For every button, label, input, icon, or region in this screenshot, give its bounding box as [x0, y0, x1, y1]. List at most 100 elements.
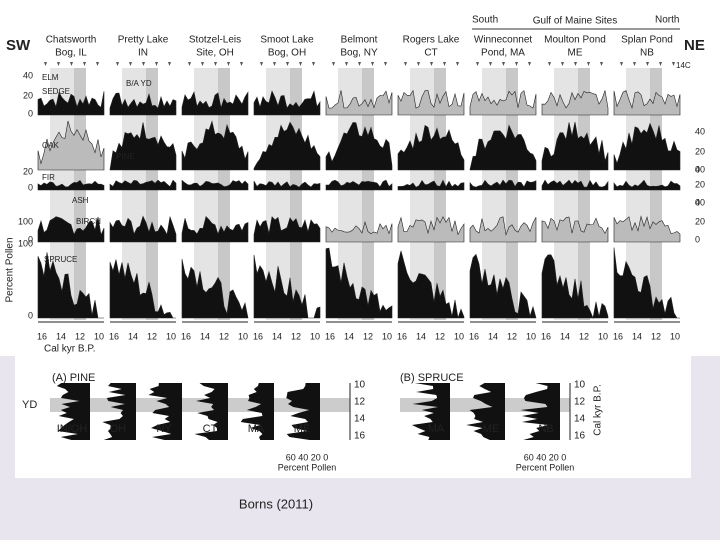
site-b: NB	[538, 423, 553, 435]
yd-label: YD	[22, 399, 37, 411]
marker	[332, 62, 335, 66]
north-label: North	[655, 15, 679, 26]
yd-shade	[146, 68, 158, 320]
profile	[240, 383, 274, 440]
x-tick-label: 12	[291, 331, 301, 341]
site-name: Moulton Pond	[544, 35, 606, 46]
pollen-curve	[253, 254, 321, 319]
left-tick: 40	[23, 70, 33, 80]
age-tick: 10	[574, 380, 586, 391]
x-tick-label: 10	[310, 331, 320, 341]
pollen-curve	[541, 254, 609, 320]
pollen-curve	[109, 179, 177, 191]
x-tick-label: 14	[200, 331, 210, 341]
pollen-curve	[325, 122, 393, 171]
site-name: Rogers Lake	[403, 35, 460, 46]
site-a: IN/OH	[57, 423, 88, 435]
site-a: ME	[294, 423, 311, 435]
figure-bottom-bg	[15, 356, 691, 478]
marker	[168, 62, 171, 66]
site-a: MA	[248, 423, 265, 435]
marker	[129, 62, 132, 66]
x-tick-label: 16	[181, 331, 191, 341]
profile	[466, 383, 505, 440]
pollen-curve	[469, 124, 537, 171]
left-tick: 0	[28, 234, 33, 244]
taxon-label: SPRUCE	[44, 255, 77, 264]
taxon-label: FIR	[42, 173, 55, 182]
right-tick: 20	[695, 216, 705, 226]
pollen-curve	[253, 90, 321, 116]
taxon-label: OAK	[42, 141, 60, 150]
pollen-curve	[397, 89, 465, 116]
taxon-label: ASH	[72, 196, 89, 205]
marker	[214, 62, 217, 66]
pollen-curve	[397, 179, 465, 191]
pollen-curve	[325, 90, 393, 116]
site-name: Belmont	[341, 35, 378, 46]
site-loc: NB	[640, 48, 654, 59]
pollen-curve	[397, 250, 465, 319]
right-tick: 0	[695, 234, 700, 244]
pollen-curve	[37, 216, 105, 243]
x-tick-label: 10	[166, 331, 176, 341]
site-loc: ME	[568, 48, 583, 59]
right-tick: 40	[695, 197, 705, 207]
site-a: OH	[110, 423, 127, 435]
pollen-curve	[109, 215, 177, 243]
site-name: Splan Pond	[621, 35, 673, 46]
pollen-curve	[469, 179, 537, 191]
site-name: Smoot Lake	[260, 35, 314, 46]
x-tick-label: 16	[541, 331, 551, 341]
x-tick-label: 14	[416, 331, 426, 341]
site-a: CT	[203, 423, 218, 435]
x-tick-label: 10	[598, 331, 608, 341]
site-loc: IN	[138, 48, 148, 59]
profile	[194, 383, 228, 440]
marker	[456, 62, 459, 66]
profile	[56, 383, 90, 440]
marker	[384, 62, 387, 66]
marker	[515, 62, 518, 66]
pct-label-a: Percent Pollen	[278, 462, 337, 472]
age-tick: 10	[354, 380, 366, 391]
age-tick: 16	[354, 431, 366, 442]
x-tick-label: 12	[579, 331, 589, 341]
pollen-curve	[613, 215, 681, 243]
left-tick: 20	[23, 166, 33, 176]
marker	[443, 62, 446, 66]
left-tick: 100	[18, 238, 33, 248]
pollen-curve	[397, 124, 465, 171]
x-tick-label: 14	[344, 331, 354, 341]
profile	[148, 383, 182, 440]
site-a: NY	[156, 423, 172, 435]
site-b: ME	[483, 423, 500, 435]
site-name: Stotzel-Leis	[189, 35, 241, 46]
age-label: Cal kyr B.P.	[593, 384, 604, 436]
profile	[102, 383, 136, 440]
right-tick: 20	[695, 146, 705, 156]
pollen-curve	[541, 121, 609, 171]
x-tick-label: 10	[382, 331, 392, 341]
x-tick-label: 16	[397, 331, 407, 341]
pollen-curve	[37, 120, 105, 171]
pollen-curve	[541, 216, 609, 243]
marker	[188, 62, 191, 66]
marker	[358, 62, 361, 66]
pollen-curve	[541, 179, 609, 191]
marker	[286, 62, 289, 66]
taxon-label: SEDGE	[42, 87, 70, 96]
age-tick: 14	[574, 414, 586, 425]
pct-ticks-b: 60 40 20 0	[524, 452, 567, 462]
marker	[646, 62, 649, 66]
site-loc: Bog, NY	[340, 48, 378, 59]
pollen-curve	[613, 122, 681, 171]
pollen-curve	[253, 180, 321, 191]
pollen-curve	[325, 179, 393, 191]
x-tick-label: 12	[651, 331, 661, 341]
x-tick-label: 10	[670, 331, 680, 341]
right-tick: 40	[695, 126, 705, 136]
left-tick: 20	[23, 90, 33, 100]
marker	[620, 62, 623, 66]
